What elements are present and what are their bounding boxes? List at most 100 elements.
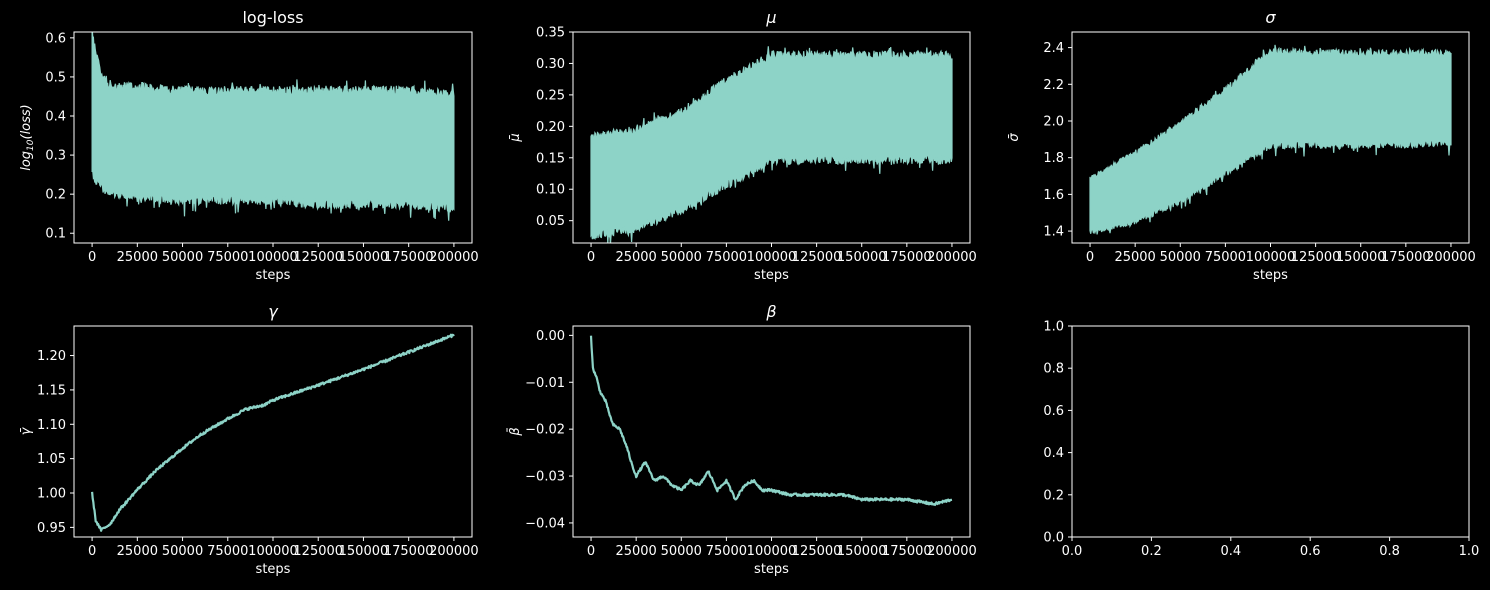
- x-axis-label: steps: [256, 268, 291, 283]
- y-axis-label: σ̄: [1007, 133, 1022, 142]
- x-tick-label: 0: [1086, 250, 1094, 265]
- x-tick-label: 100000: [1246, 250, 1296, 265]
- x-axis-label: steps: [754, 562, 789, 577]
- x-tick-label: 50000: [162, 544, 203, 559]
- y-tick-label: 0.1: [45, 227, 66, 242]
- y-tick-label: 0.25: [536, 88, 565, 103]
- x-tick-label: 75000: [706, 250, 747, 265]
- x-tick-label: 50000: [1160, 250, 1201, 265]
- x-tick-label: 100000: [747, 544, 797, 559]
- x-tick-label: 150000: [339, 250, 389, 265]
- y-axis-label: β̄: [508, 427, 523, 436]
- x-tick-label: 0.2: [1141, 544, 1162, 559]
- x-tick-label: 75000: [207, 250, 248, 265]
- x-tick-label: 0: [88, 544, 96, 559]
- y-tick-label: 0.2: [45, 188, 66, 203]
- subplot-6: 0.0 0.2 0.4 0.6 0.8 1.0 0.0 0.2 0.4 0.6 0.8 1.0: [1043, 320, 1479, 560]
- y-tick-label: 1.00: [37, 487, 66, 502]
- x-tick-label: 25000: [117, 544, 158, 559]
- x-tick-label: 200000: [927, 544, 977, 559]
- y-tick-label: 1.6: [1043, 188, 1064, 203]
- y-tick-label: 0.30: [536, 57, 565, 72]
- x-tick-label: 75000: [207, 544, 248, 559]
- y-tick-label: 0.35: [536, 26, 565, 41]
- y-tick-label: 0.4: [1043, 446, 1064, 461]
- y-tick-label: 1.05: [37, 452, 66, 467]
- x-tick-label: 50000: [162, 250, 203, 265]
- y-tick-label: 0.00: [536, 329, 565, 344]
- y-tick-label: 0.6: [45, 31, 66, 46]
- axes-frame: [572, 325, 971, 538]
- x-tick-label: 200000: [429, 250, 479, 265]
- y-axis-label: μ̄: [508, 133, 523, 142]
- x-tick-label: 150000: [837, 544, 887, 559]
- x-tick-label: 25000: [1114, 250, 1155, 265]
- y-tick-label: 1.15: [37, 383, 66, 398]
- y-tick-label: 1.4: [1043, 225, 1064, 240]
- x-tick-label: 150000: [1336, 250, 1386, 265]
- x-axis-label: steps: [754, 268, 789, 283]
- series-1-band: [1089, 44, 1452, 235]
- x-tick-label: 75000: [706, 544, 747, 559]
- y-tick-label: 0.8: [1043, 362, 1064, 377]
- y-tick-label: 2.2: [1043, 78, 1064, 93]
- y-tick-label: 0.20: [536, 120, 565, 135]
- x-tick-label: 25000: [615, 250, 656, 265]
- y-tick-label: −0.04: [525, 516, 565, 531]
- x-axis-label: steps: [256, 562, 291, 577]
- y-tick-label: 0.10: [536, 183, 565, 198]
- y-tick-label: 0.4: [45, 110, 66, 125]
- x-tick-label: 175000: [384, 544, 434, 559]
- series-1-line: [91, 333, 455, 532]
- y-tick-label: 0.6: [1043, 404, 1064, 419]
- subplot-1: 0 25000 50000 75000 100000125000150000175000…: [19, 8, 479, 283]
- series-1-band: [91, 32, 455, 221]
- axes-frame: [73, 325, 473, 538]
- x-tick-label: 50000: [661, 544, 702, 559]
- x-tick-label: 125000: [293, 544, 343, 559]
- x-tick-label: 175000: [384, 250, 434, 265]
- subplot-2: 0 25000 50000 75000 100000125000150000175000…: [508, 8, 977, 283]
- y-tick-label: 1.0: [1043, 320, 1064, 335]
- x-tick-label: 175000: [882, 544, 932, 559]
- subplot-5: 0 25000 50000 75000 100000125000150000175000…: [508, 302, 977, 577]
- x-tick-label: 0: [88, 250, 96, 265]
- y-tick-label: 0.15: [536, 151, 565, 166]
- x-tick-label: 200000: [1426, 250, 1476, 265]
- x-tick-label: 50000: [661, 250, 702, 265]
- x-tick-label: 100000: [747, 250, 797, 265]
- y-tick-label: 0.95: [37, 521, 66, 536]
- subplot-title: μ: [765, 8, 776, 27]
- x-tick-label: 100000: [248, 250, 298, 265]
- y-tick-label: 1.8: [1043, 151, 1064, 166]
- y-tick-label: 2.0: [1043, 114, 1064, 129]
- x-tick-label: 0.6: [1300, 544, 1321, 559]
- y-tick-label: 0.05: [536, 214, 565, 229]
- y-tick-label: 0.2: [1043, 488, 1064, 503]
- subplot-3: 0 25000 50000 75000 100000125000150000175000…: [1007, 8, 1476, 283]
- subplot-title: β: [765, 302, 776, 321]
- series-1-band: [590, 46, 953, 243]
- subplot-4: 0 25000 50000 75000 100000125000150000175000…: [19, 302, 479, 577]
- x-tick-label: 125000: [792, 250, 842, 265]
- x-tick-label: 150000: [837, 250, 887, 265]
- subplot-title: γ: [268, 302, 279, 321]
- x-tick-label: 0: [587, 250, 595, 265]
- x-tick-label: 0.0: [1062, 544, 1083, 559]
- x-tick-label: 125000: [293, 250, 343, 265]
- x-tick-label: 25000: [117, 250, 158, 265]
- y-tick-label: −0.01: [525, 376, 565, 391]
- x-tick-label: 100000: [248, 544, 298, 559]
- y-tick-label: 0.0: [1043, 531, 1064, 546]
- x-tick-label: 175000: [1381, 250, 1431, 265]
- series-1-line: [589, 335, 953, 506]
- x-tick-label: 25000: [615, 544, 656, 559]
- y-axis-label: log10(loss): [19, 104, 36, 171]
- subplot-title: log-loss: [242, 8, 303, 27]
- x-tick-label: 150000: [339, 544, 389, 559]
- x-tick-label: 0: [587, 544, 595, 559]
- y-tick-label: −0.03: [525, 470, 565, 485]
- x-tick-label: 1.0: [1459, 544, 1480, 559]
- x-tick-label: 200000: [429, 544, 479, 559]
